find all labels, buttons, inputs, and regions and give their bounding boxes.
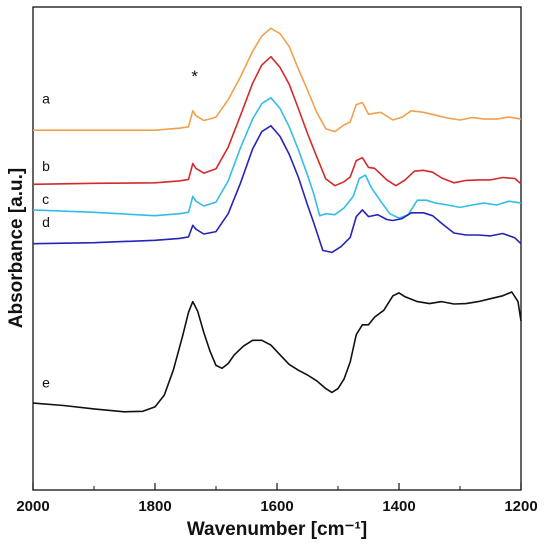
curve-label-e: e	[42, 375, 50, 391]
plot-frame	[32, 6, 522, 491]
spectrum-line-e	[32, 291, 522, 413]
curve-label-a: a	[42, 91, 50, 107]
curve-label-b: b	[42, 158, 50, 174]
x-tick-label: 1200	[504, 498, 537, 515]
spectrum-line-d	[32, 125, 522, 254]
x-tick-label: 1600	[260, 498, 293, 515]
spectra-curves	[32, 27, 522, 413]
spectrum-line-b	[32, 55, 522, 187]
x-tick-label: 1800	[138, 498, 171, 515]
x-axis-title: Wavenumber [cm⁻¹]	[187, 519, 367, 540]
x-axis-ticks: 2000 1800 1600 1400 1200	[16, 483, 538, 515]
curve-labels: a b cd e	[42, 91, 50, 391]
spectrum-line-a	[33, 27, 522, 133]
y-axis-title: Absorbance [a.u.]	[6, 168, 27, 328]
x-tick-label: 1400	[382, 498, 415, 515]
spectrum-line-c	[32, 97, 522, 219]
curve-label-c: c	[42, 191, 49, 207]
peak-asterisk: *	[191, 67, 198, 86]
x-tick-label: 2000	[16, 498, 49, 515]
curve-label-d: d	[42, 214, 50, 230]
